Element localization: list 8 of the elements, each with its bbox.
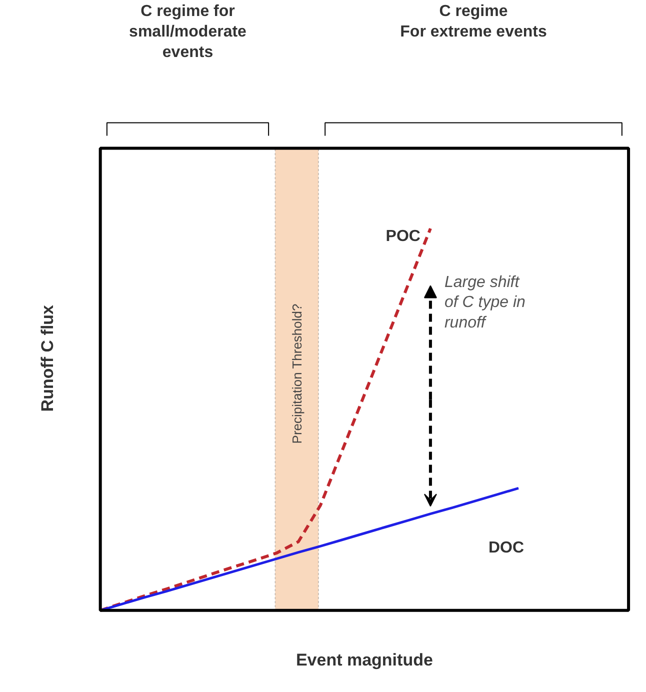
annotation: Large shift of C type in runoff [444, 274, 526, 332]
text: C regime For extreme events [400, 3, 547, 41]
x-axis-title: Event magnitude [296, 650, 433, 670]
text: C regime for small/moderate events [129, 3, 247, 61]
text: DOC [488, 540, 524, 557]
y-axis-title: Runoff C flux [38, 304, 58, 412]
annotation: Precipitation Threshold? [289, 304, 304, 444]
series-label: POC [386, 228, 421, 245]
